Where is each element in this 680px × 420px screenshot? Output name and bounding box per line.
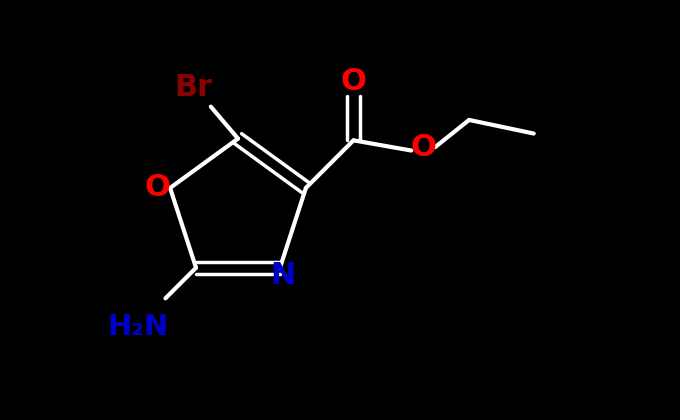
Text: O: O xyxy=(145,173,171,202)
Text: N: N xyxy=(271,261,296,290)
Text: Br: Br xyxy=(175,73,213,102)
Text: H₂N: H₂N xyxy=(107,313,169,341)
Text: O: O xyxy=(341,67,367,96)
Text: O: O xyxy=(411,133,437,162)
